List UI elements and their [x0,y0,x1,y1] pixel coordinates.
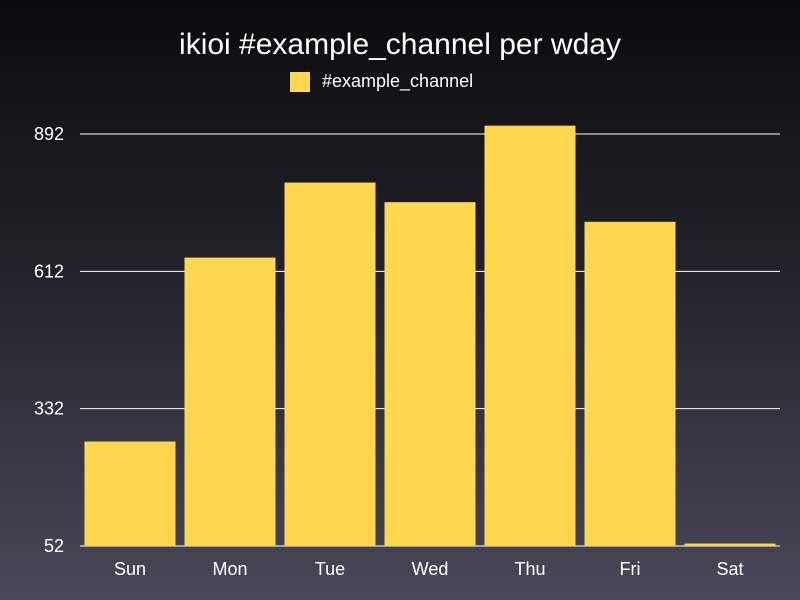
y-tick-label-0: 52 [44,536,64,556]
bar-fri [584,221,676,547]
legend-label: #example_channel [322,71,473,92]
y-tick-label-2: 612 [34,261,64,281]
x-tick-label-thu: Thu [514,559,545,579]
y-tick-label-3: 892 [34,124,64,144]
x-tick-label-sat: Sat [716,559,743,579]
x-axis-tick-labels: Sun Mon Tue Wed Thu Fri Sat [114,559,744,579]
x-tick-label-mon: Mon [212,559,247,579]
bars [84,125,776,547]
chart-title: ikioi #example_channel per wday [179,28,621,61]
bar-thu [484,125,576,547]
bar-wed [384,202,476,546]
y-axis-tick-labels: 52 332 612 892 [34,124,64,556]
legend-swatch [290,72,310,92]
bar-sun [84,441,176,546]
legend: #example_channel [290,71,473,92]
bar-tue [284,182,376,547]
x-tick-label-fri: Fri [620,559,641,579]
bar-sat [684,543,776,546]
x-tick-label-sun: Sun [114,559,146,579]
y-tick-label-1: 332 [34,399,64,419]
bar-mon [184,257,276,546]
x-tick-label-tue: Tue [315,559,345,579]
x-tick-label-wed: Wed [412,559,449,579]
